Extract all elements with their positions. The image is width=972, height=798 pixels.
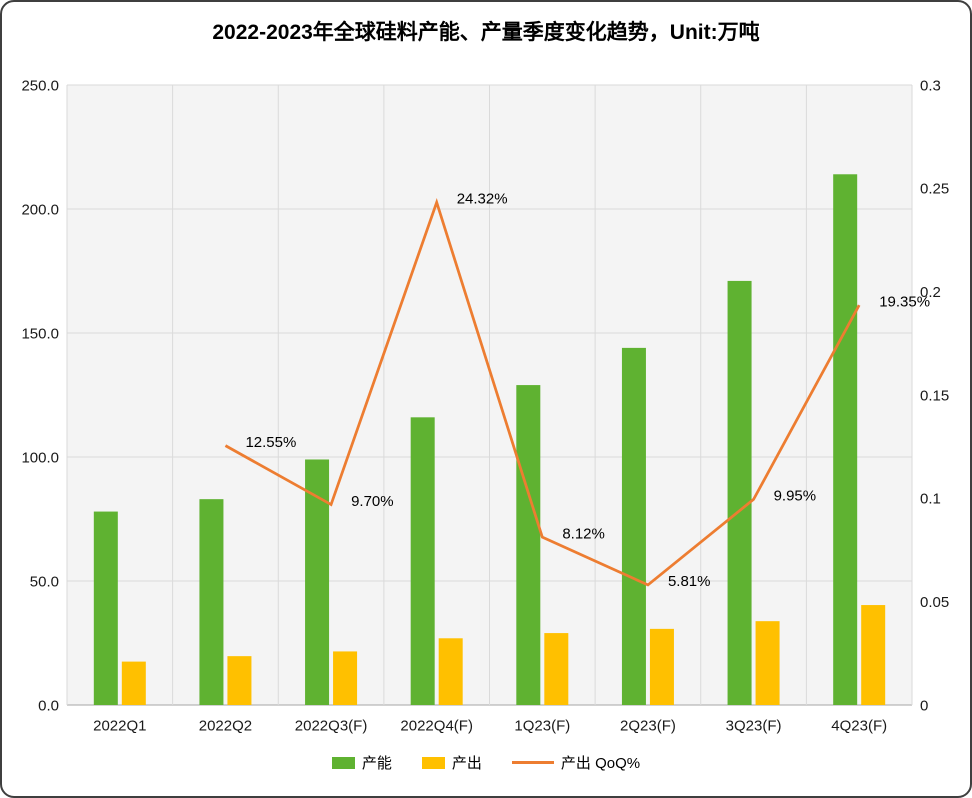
left-axis-tick-label: 200.0 [21, 201, 59, 218]
x-axis-label: 2Q23(F) [620, 717, 676, 734]
capacity-swatch-icon [331, 756, 355, 769]
qoq-data-label: 5.81% [668, 573, 711, 590]
capacity-bar [833, 174, 858, 705]
right-axis-tick-label: 0.2 [920, 284, 941, 301]
capacity-bar [727, 280, 752, 705]
qoq-data-label: 8.12% [562, 525, 605, 542]
output-bar [544, 633, 569, 705]
capacity-bar [516, 385, 541, 705]
right-axis-tick-label: 0 [920, 697, 928, 714]
qoq-line-swatch-icon [511, 761, 554, 764]
right-axis-tick-label: 0.3 [920, 77, 941, 94]
legend-item-capacity: 产能 [331, 752, 392, 773]
left-axis-tick-label: 100.0 [21, 449, 59, 466]
legend-label-capacity: 产能 [361, 755, 392, 772]
legend-item-qoq: 产出 QoQ% [511, 752, 641, 773]
output-bar [333, 651, 358, 705]
output-bar [438, 638, 463, 705]
qoq-data-label: 12.55% [245, 434, 296, 451]
left-axis-tick-label: 50.0 [30, 573, 59, 590]
output-bar [227, 656, 252, 705]
output-bar [649, 628, 674, 705]
capacity-bar [199, 499, 224, 705]
output-bar [755, 621, 780, 705]
qoq-data-label: 19.35% [879, 293, 930, 310]
legend-item-output: 产出 [421, 752, 482, 773]
x-axis-label: 2022Q3(F) [295, 717, 368, 734]
right-axis-tick-label: 0.1 [920, 491, 941, 508]
x-axis-label: 2022Q2 [199, 717, 252, 734]
output-swatch-icon [421, 756, 445, 769]
right-axis-tick-label: 0.05 [920, 594, 949, 611]
x-axis-label: 4Q23(F) [831, 717, 887, 734]
output-bar [861, 605, 886, 705]
chart-legend: 产能 产出 产出 QoQ% [2, 752, 970, 773]
right-axis-tick-label: 0.25 [920, 181, 949, 198]
qoq-line [224, 198, 861, 587]
capacity-bar [410, 417, 435, 705]
capacity-bar [93, 511, 118, 705]
qoq-data-label: 9.70% [351, 493, 394, 510]
left-axis-tick-label: 150.0 [21, 325, 59, 342]
left-axis-tick-label: 250.0 [21, 77, 59, 94]
x-axis-label: 2022Q1 [93, 717, 146, 734]
x-axis-label: 1Q23(F) [514, 717, 570, 734]
output-bar [121, 661, 146, 705]
left-axis-tick-label: 0.0 [38, 697, 59, 714]
capacity-bar [621, 347, 646, 705]
qoq-data-label: 24.32% [457, 191, 508, 208]
legend-label-qoq: 产出 QoQ% [560, 755, 641, 772]
legend-label-output: 产出 [451, 755, 482, 772]
qoq-data-label: 9.95% [774, 488, 817, 505]
chart-title: 2022-2023年全球硅料产能、产量季度变化趋势，Unit:万吨 [212, 21, 760, 44]
x-axis-label: 3Q23(F) [726, 717, 782, 734]
x-axis-label: 2022Q4(F) [400, 717, 473, 734]
right-axis-tick-label: 0.15 [920, 387, 949, 404]
